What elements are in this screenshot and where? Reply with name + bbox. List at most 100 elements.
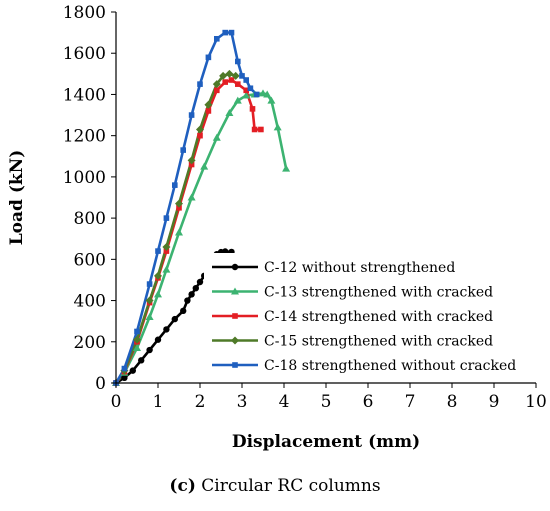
x-tick-label: 5 xyxy=(321,392,332,412)
series-4-point xyxy=(196,125,204,134)
series-1-point xyxy=(184,297,191,304)
series-5-point xyxy=(180,147,186,153)
x-tick-label: 1 xyxy=(153,392,164,412)
series-3-point xyxy=(205,108,212,114)
series-2-point xyxy=(263,90,272,98)
series-2-point xyxy=(267,96,276,104)
series-2-point xyxy=(154,290,162,298)
series-2-point xyxy=(225,108,234,116)
series-4-point xyxy=(187,156,196,165)
series-5-point xyxy=(197,81,203,87)
series-2-point xyxy=(242,91,251,99)
x-tick-label: 10 xyxy=(525,392,547,412)
series-4-point xyxy=(154,271,162,280)
y-tick-label: 400 xyxy=(74,292,106,312)
series-1-point xyxy=(188,291,195,298)
series-2-point xyxy=(200,162,209,170)
series-5-point xyxy=(155,248,161,254)
series-5-point xyxy=(121,365,128,372)
x-tick-label: 4 xyxy=(279,392,290,412)
series-1-point xyxy=(163,326,170,333)
series-4-point xyxy=(225,69,234,78)
legend-marker-2 xyxy=(231,287,239,295)
series-2-point xyxy=(233,96,242,104)
legend-label-5: C-18 strengthened without cracked xyxy=(264,358,516,374)
legend-label-1: C-12 without strengthened xyxy=(264,260,455,276)
load-displacement-chart: 0 1 2 3 4 5 6 7 8 9 10 0 200 400 600 800 1000 1200 1400 160… xyxy=(7,3,547,452)
caption-text: Circular RC columns xyxy=(195,476,381,496)
series-1-point xyxy=(196,278,204,286)
legend-marker-5 xyxy=(232,362,238,368)
x-tick-label: 0 xyxy=(111,392,122,412)
legend-label-2: C-13 strengthened with cracked xyxy=(264,285,493,301)
series-3-point xyxy=(251,126,258,133)
series-4-point xyxy=(175,199,183,208)
legend-marker-4 xyxy=(231,336,239,345)
series-2-point xyxy=(187,193,196,201)
series-5-point xyxy=(205,54,212,61)
legend-marker-3 xyxy=(232,313,238,319)
series-5-point xyxy=(222,29,228,36)
series-5-point xyxy=(235,58,241,65)
series-3-point xyxy=(258,126,264,133)
series-1-point xyxy=(180,307,187,315)
series-2-point xyxy=(212,133,221,141)
series-5-point xyxy=(243,77,249,83)
axes xyxy=(111,11,537,388)
series-1-point xyxy=(171,315,178,323)
series-3-point xyxy=(222,79,228,85)
series-1-point xyxy=(138,357,145,364)
series-5-point xyxy=(188,112,195,118)
series-3-point xyxy=(243,87,249,94)
series-5-point xyxy=(214,35,220,42)
series-2-point xyxy=(162,265,171,273)
y-tick-label: 800 xyxy=(74,209,106,229)
series-4-point xyxy=(204,100,213,109)
series-5-point xyxy=(228,29,235,36)
y-tick-label: 0 xyxy=(95,374,106,394)
x-tick-label: 2 xyxy=(195,392,206,412)
legend-label-4: C-15 strengthened with cracked xyxy=(264,334,493,350)
series-2-point xyxy=(175,228,183,236)
series-4-point xyxy=(145,296,154,305)
x-tick-label: 9 xyxy=(489,392,500,412)
x-tick-label: 7 xyxy=(405,392,416,412)
series-4-point xyxy=(231,71,240,80)
series-2-point xyxy=(133,343,141,351)
series-2-point xyxy=(282,164,291,172)
series-5-point xyxy=(134,328,140,335)
legend: C-12 without strengthened C-13 strengthen… xyxy=(204,253,534,380)
series-5-point xyxy=(253,91,260,98)
x-axis-title: Displacement (mm) xyxy=(232,432,420,452)
series-5-point xyxy=(163,215,170,221)
series-5-point xyxy=(146,281,153,287)
series-1-point xyxy=(146,346,153,354)
y-tick-label: 200 xyxy=(74,333,106,353)
series-4-point xyxy=(133,335,141,344)
series-3-point xyxy=(163,248,170,254)
legend-marker-1 xyxy=(231,263,239,271)
y-tick-label: 600 xyxy=(74,250,106,270)
series-5-point xyxy=(247,85,254,92)
series-3-point xyxy=(197,132,203,139)
series-1-point xyxy=(121,374,128,382)
series-3-point xyxy=(214,87,220,94)
x-tick-label: 8 xyxy=(447,392,458,412)
caption-letter: (c) xyxy=(169,476,196,496)
series-5-point xyxy=(172,182,178,188)
series-3-point xyxy=(228,77,235,83)
series-4-point xyxy=(219,71,228,80)
x-tick-label: 3 xyxy=(237,392,248,412)
y-tick-label: 1600 xyxy=(63,44,106,64)
y-tick-label: 1000 xyxy=(63,168,106,188)
figure-caption: (c) Circular RC columns xyxy=(0,476,550,496)
series-2-point xyxy=(145,313,154,321)
series-1-point xyxy=(192,284,199,292)
series-4-point xyxy=(162,242,171,251)
legend-label-3: C-14 strengthened with cracked xyxy=(264,309,493,325)
series-3-point xyxy=(176,205,182,211)
series-3-point xyxy=(235,81,241,87)
tick-labels: 0 1 2 3 4 5 6 7 8 9 10 0 200 400 600 800 1000 1200 1400 160… xyxy=(63,3,547,412)
y-tick-label: 1400 xyxy=(63,85,106,105)
y-axis-title: Load (kN) xyxy=(7,150,27,246)
